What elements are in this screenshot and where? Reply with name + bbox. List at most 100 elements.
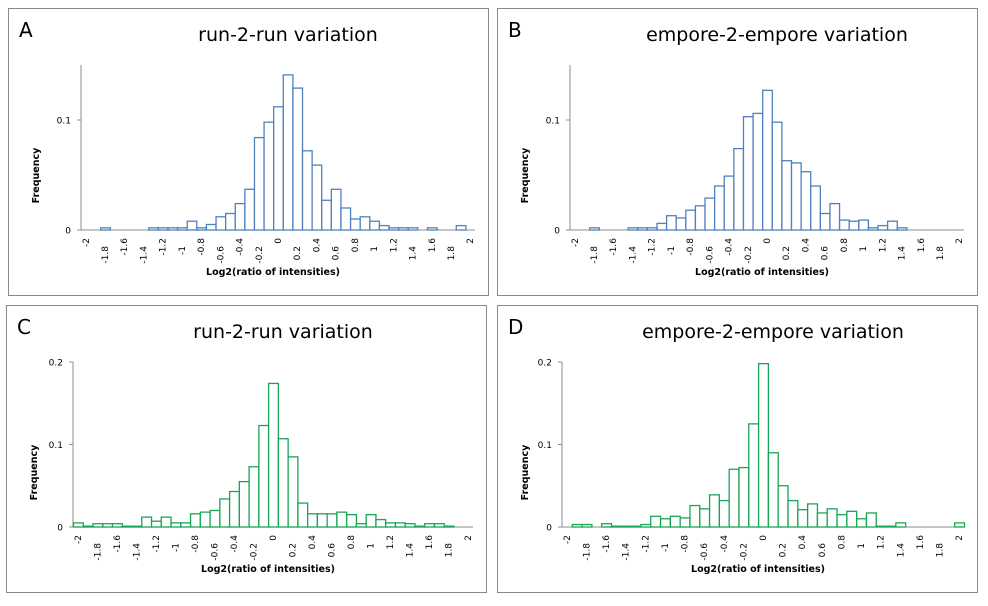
histogram-bar xyxy=(258,424,270,528)
x-tick-label: 1.2 xyxy=(878,238,888,252)
histogram-bar xyxy=(306,513,319,528)
histogram-bar xyxy=(349,218,361,231)
x-tick-label: 1 xyxy=(370,246,380,252)
histogram-bar xyxy=(675,217,687,231)
x-tick-label: -0.4 xyxy=(725,238,735,256)
y-tick-label: 0.1 xyxy=(538,441,552,451)
x-tick-label: -1.2 xyxy=(159,238,169,256)
y-tick-label: 0 xyxy=(57,524,63,534)
x-tick-label: -1.8 xyxy=(590,246,600,264)
y-axis-label: Frequency xyxy=(31,147,42,203)
histogram-bar xyxy=(620,525,632,528)
x-tick-label: -0.6 xyxy=(700,543,710,561)
histogram-bar xyxy=(131,525,143,528)
x-tick-label: 1.4 xyxy=(898,246,908,261)
histogram-bar xyxy=(196,227,208,231)
x-tick-label: 1.8 xyxy=(445,543,455,558)
panel-letter: A xyxy=(19,18,33,42)
histogram-bar xyxy=(699,508,711,528)
histogram-bar xyxy=(176,227,188,231)
histogram-bar xyxy=(180,522,192,528)
histogram-bar xyxy=(742,116,754,231)
x-axis-label: Log2(ratio of intensities) xyxy=(201,564,335,575)
x-tick-label: 2 xyxy=(955,238,965,244)
histogram-bar xyxy=(846,510,858,528)
x-tick-label: -0.2 xyxy=(249,543,259,561)
histogram-bar xyxy=(287,456,299,528)
histogram-bar xyxy=(738,466,750,528)
histogram-bar xyxy=(199,511,211,528)
histogram-bar xyxy=(865,512,877,528)
histogram-bar xyxy=(790,162,802,231)
panel-letter: C xyxy=(17,315,31,339)
chart-title: run-2-run variation xyxy=(193,321,373,343)
histogram-bar xyxy=(723,175,735,231)
histogram-bar xyxy=(954,522,966,528)
x-tick-label: 0 xyxy=(274,238,284,244)
histogram-bar xyxy=(378,224,390,231)
histogram-bar xyxy=(263,121,275,231)
y-tick-label: 0 xyxy=(546,524,552,534)
x-tick-label: -0.6 xyxy=(216,246,226,264)
x-tick-label: -0.2 xyxy=(744,246,754,264)
histogram-bar xyxy=(248,466,260,528)
y-tick-label: 0.1 xyxy=(57,117,71,127)
histogram-bar xyxy=(157,227,169,231)
x-tick-label: 0.6 xyxy=(821,246,831,261)
histogram-bar xyxy=(646,227,658,231)
x-tick-label: -1.8 xyxy=(93,543,103,561)
histogram-bar xyxy=(627,227,639,231)
histogram-bar xyxy=(167,227,179,231)
y-tick-label: 0.1 xyxy=(546,117,560,127)
histogram-bar xyxy=(330,188,342,231)
x-tick-label: 1.4 xyxy=(409,246,419,261)
histogram-bar xyxy=(610,525,622,528)
histogram-bar xyxy=(394,522,406,528)
histogram-bar xyxy=(369,220,381,231)
histogram-bar xyxy=(733,147,745,231)
y-axis-label: Frequency xyxy=(29,444,40,500)
x-tick-label: 0.2 xyxy=(289,543,299,557)
x-tick-label: 0.2 xyxy=(779,543,789,557)
x-tick-label: 0.6 xyxy=(332,246,342,261)
histogram-bar xyxy=(426,227,438,231)
histogram-bar xyxy=(685,209,697,231)
x-tick-label: -0.2 xyxy=(255,246,265,264)
histogram-bar xyxy=(797,509,809,528)
histogram-bar xyxy=(777,485,789,528)
x-tick-label: 1.4 xyxy=(406,543,416,558)
x-tick-label: 0.8 xyxy=(347,535,357,550)
histogram-bar xyxy=(397,227,409,231)
x-tick-label: 0.6 xyxy=(328,543,338,558)
x-tick-label: 0.6 xyxy=(818,543,828,558)
histogram-bar xyxy=(205,223,217,231)
x-tick-label: -1 xyxy=(171,543,181,552)
x-tick-label: 0 xyxy=(763,238,773,244)
x-tick-label: 1.2 xyxy=(389,238,399,252)
histogram-bar xyxy=(855,518,868,528)
histogram-bar xyxy=(637,227,649,231)
histogram-bar xyxy=(875,525,887,528)
histogram-bar xyxy=(141,516,153,528)
x-tick-label: 0 xyxy=(269,535,279,541)
x-tick-label: -1.8 xyxy=(101,246,111,264)
histogram-bar xyxy=(228,490,241,528)
histogram-bar xyxy=(767,452,779,528)
x-tick-label: 1 xyxy=(859,246,869,252)
histogram-bar xyxy=(277,438,289,528)
histogram-bar xyxy=(433,523,445,528)
x-tick-label: -0.8 xyxy=(191,535,201,553)
histogram-bar xyxy=(388,227,400,231)
histogram-bar xyxy=(829,202,841,231)
histogram-bar xyxy=(150,520,162,528)
histogram-bar xyxy=(571,523,583,528)
histogram-bar xyxy=(326,513,338,528)
chart-title: empore-2-empore variation xyxy=(646,24,908,46)
x-tick-label: -0.4 xyxy=(720,535,730,553)
x-tick-label: 0.2 xyxy=(782,246,792,260)
x-tick-label: -1.4 xyxy=(132,543,142,561)
histogram-bar xyxy=(728,468,740,528)
x-tick-label: -1.2 xyxy=(641,535,651,553)
